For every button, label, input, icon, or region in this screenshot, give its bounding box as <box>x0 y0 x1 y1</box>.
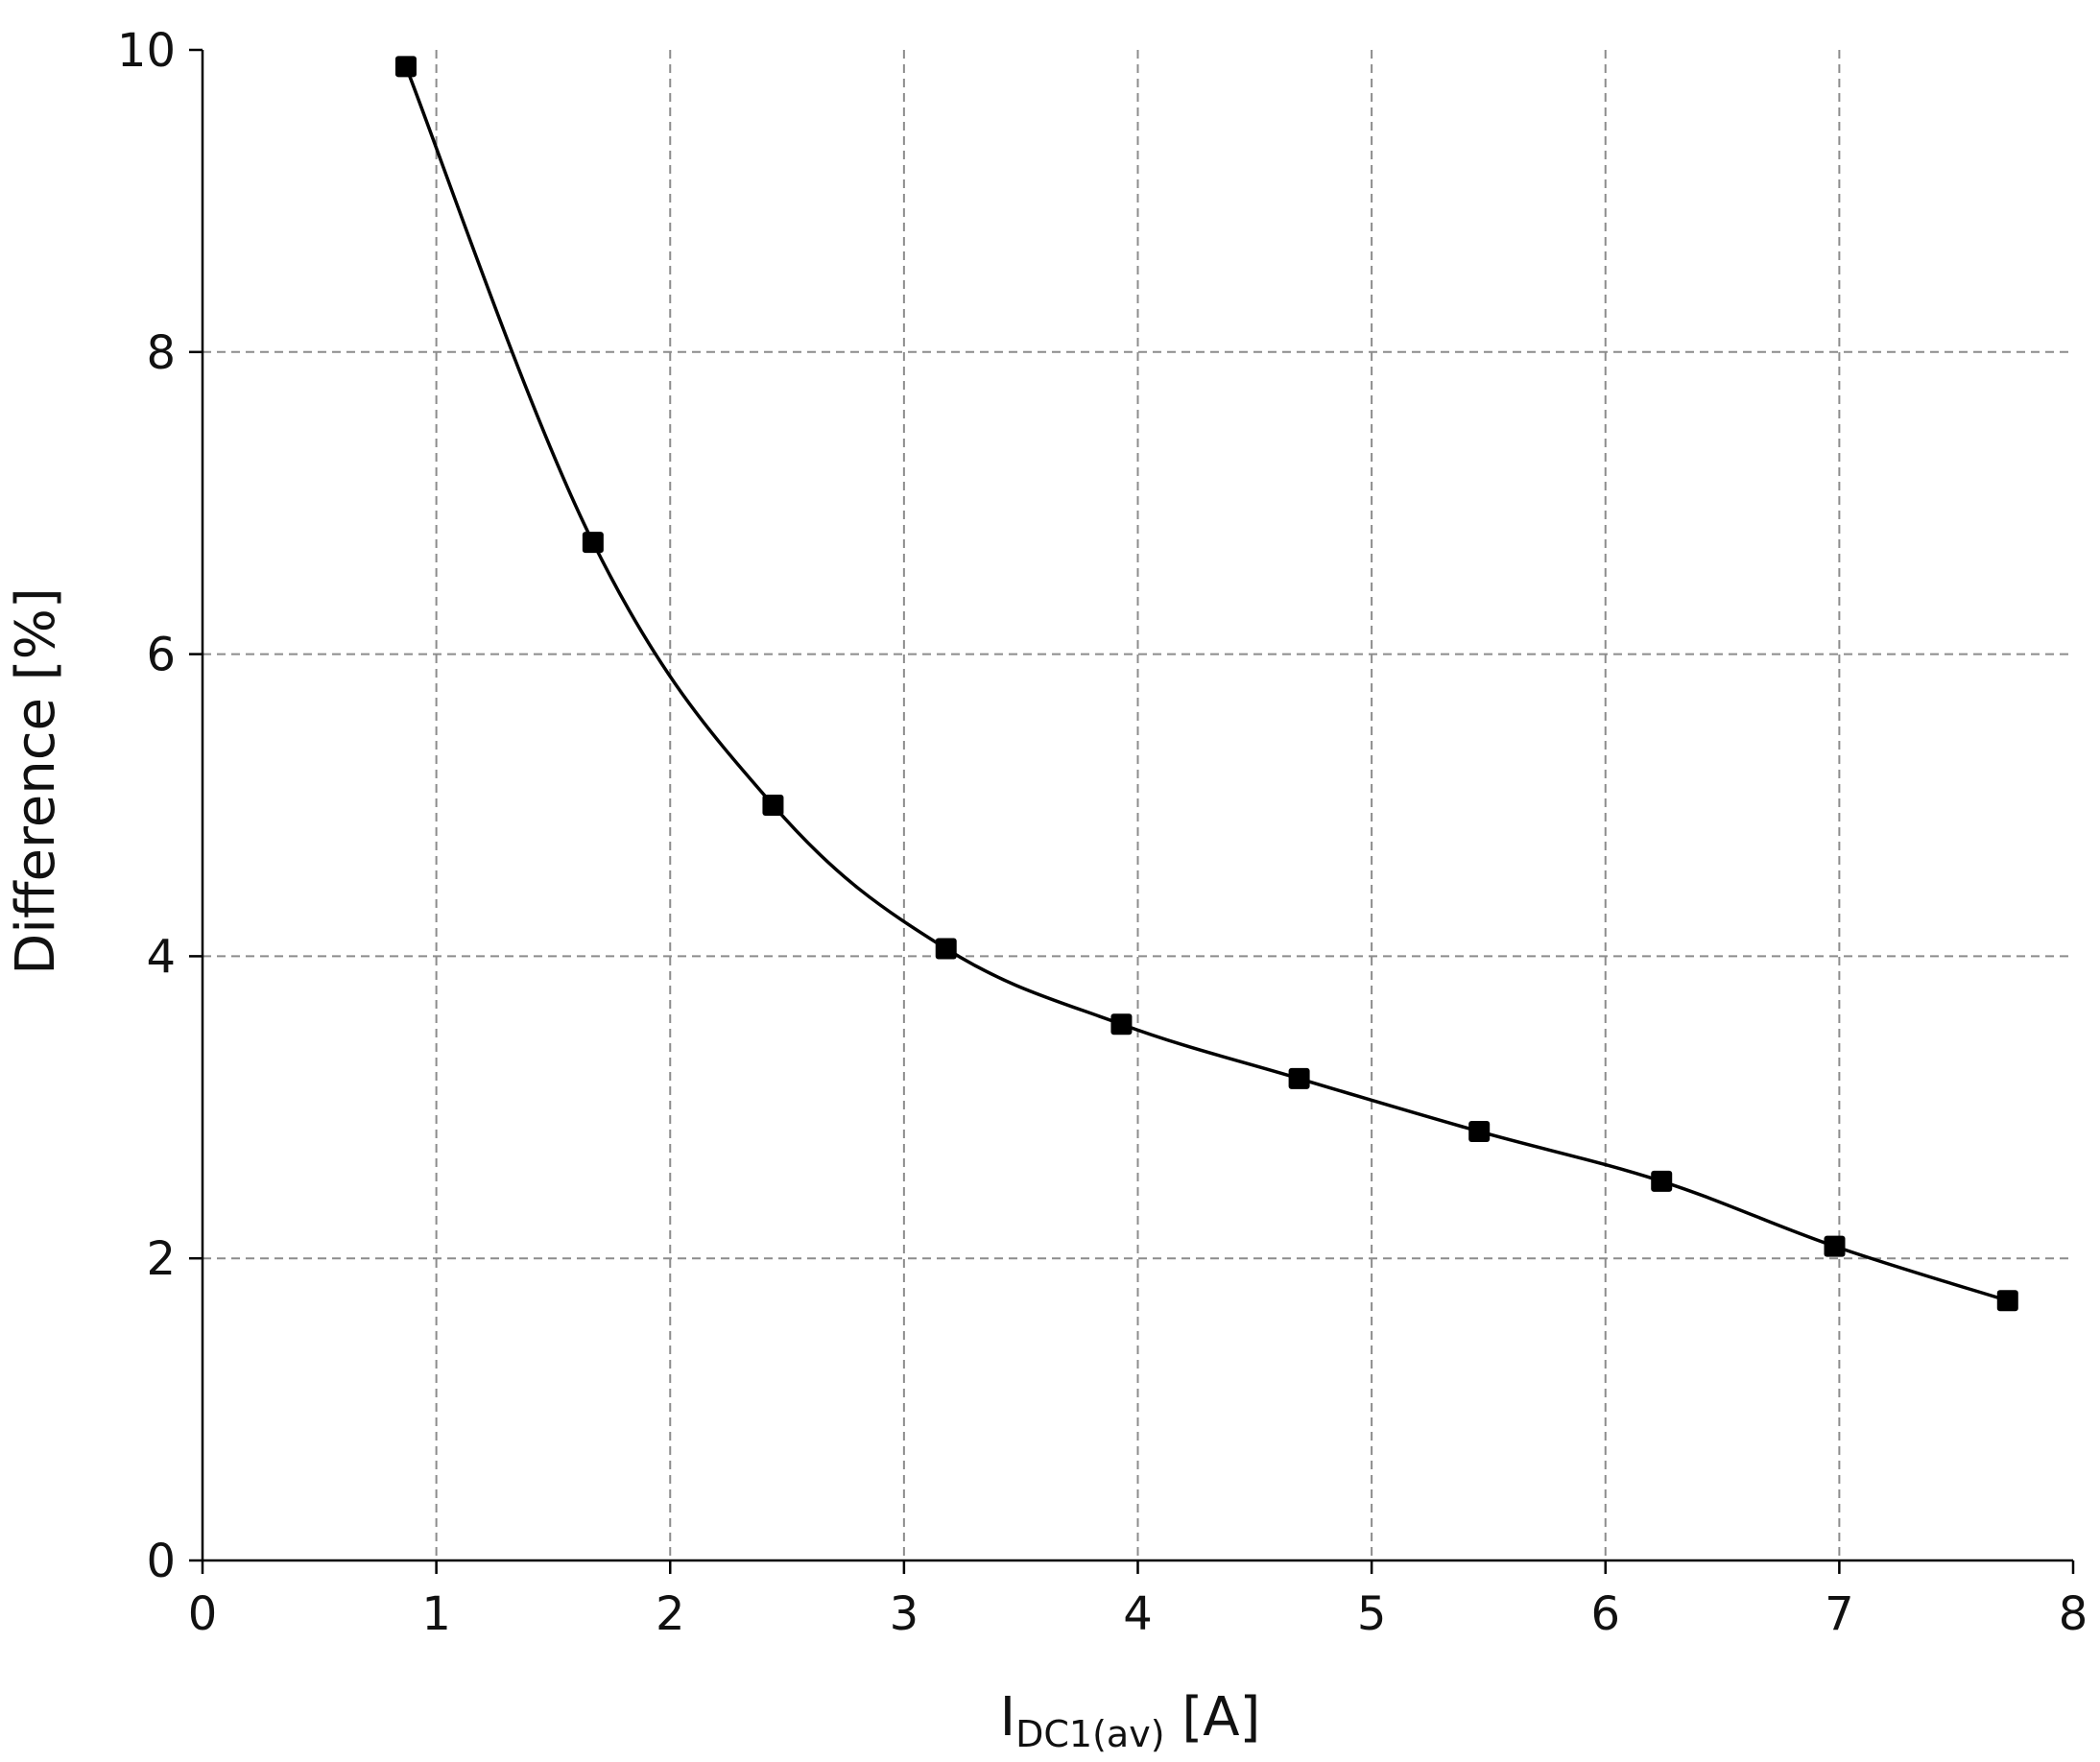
data-point <box>1288 1067 1310 1089</box>
x-tick-label: 7 <box>1825 1587 1854 1641</box>
x-tick-label: 8 <box>2059 1587 2088 1641</box>
data-point <box>1824 1235 1846 1257</box>
data-point <box>935 938 957 960</box>
x-tick-label: 6 <box>1590 1587 1620 1641</box>
data-point <box>762 795 784 816</box>
x-axis-title-unit: [A] <box>1165 1686 1261 1749</box>
x-axis-title: IDC1(av) [A] <box>1000 1686 1261 1755</box>
y-tick-label: 6 <box>146 629 176 682</box>
data-point <box>1110 1013 1133 1036</box>
data-point <box>1996 1290 2018 1312</box>
x-axis-title-subscript: DC1(av) <box>1015 1713 1164 1755</box>
x-tick-label: 0 <box>188 1587 218 1641</box>
grid <box>203 50 2073 1560</box>
y-tick-label: 0 <box>146 1535 176 1588</box>
x-axis-ticks: 0 1 2 3 4 5 6 7 8 <box>188 1560 2088 1641</box>
series-line <box>404 65 2009 1302</box>
data-point <box>1468 1120 1491 1142</box>
x-tick-label: 3 <box>890 1587 919 1641</box>
y-axis-title: Difference [%] <box>5 587 67 974</box>
x-tick-label: 1 <box>421 1587 451 1641</box>
x-tick-label: 2 <box>656 1587 685 1641</box>
y-tick-label: 10 <box>117 24 176 78</box>
x-tick-label: 5 <box>1357 1587 1387 1641</box>
y-tick-label: 8 <box>146 326 176 380</box>
data-point <box>394 56 417 78</box>
y-axis-ticks: 0 2 4 6 8 10 <box>117 24 203 1588</box>
data-point <box>582 532 604 554</box>
x-tick-label: 4 <box>1123 1587 1153 1641</box>
x-axis-title-main: I <box>1000 1686 1016 1749</box>
y-tick-label: 4 <box>146 930 176 984</box>
data-points <box>394 56 2018 1312</box>
y-tick-label: 2 <box>146 1232 176 1286</box>
data-point <box>1651 1170 1673 1192</box>
series-layer <box>404 65 2009 1302</box>
